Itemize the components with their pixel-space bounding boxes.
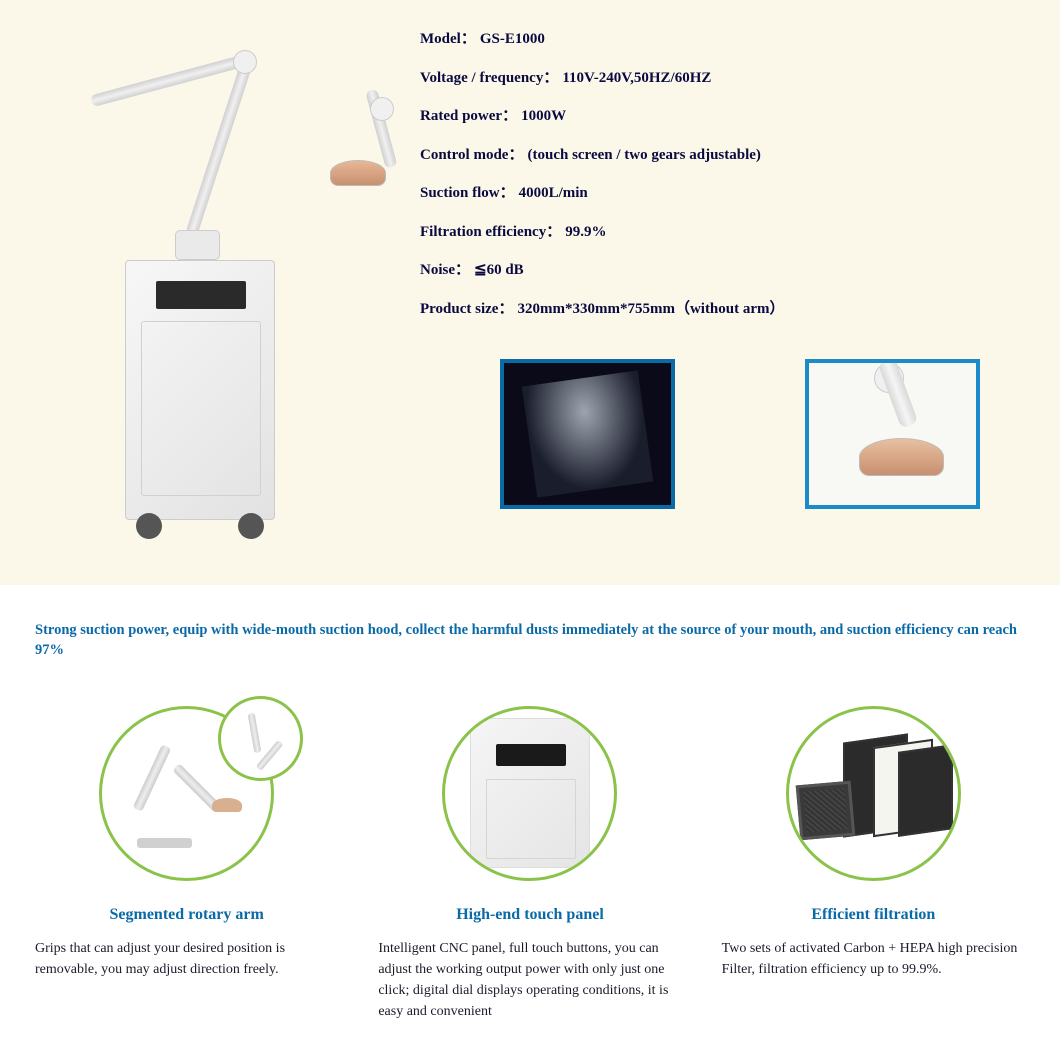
feature-touch-panel: High-end touch panel Intelligent CNC pan… xyxy=(373,706,686,1022)
feature-image xyxy=(442,706,617,881)
headline-text: Strong suction power, equip with wide-mo… xyxy=(30,620,1030,661)
spec-value: 110V-240V,50HZ/60HZ xyxy=(562,70,711,86)
detail-image-hood-closeup xyxy=(805,359,980,509)
spec-value: (touch screen / two gears adjustable) xyxy=(527,147,760,163)
feature-desc: Two sets of activated Carbon + HEPA high… xyxy=(717,938,1030,980)
detail-image-suction-demo xyxy=(500,359,675,509)
spec-label: Product size： xyxy=(420,301,513,317)
top-section: Model：GS-E1000 Voltage / frequency：110V-… xyxy=(0,0,1060,585)
spec-value: 4000L/min xyxy=(519,185,588,201)
feature-rotary-arm: Segmented rotary arm Grips that can adju… xyxy=(30,706,343,1022)
spec-label: Model： xyxy=(420,31,476,47)
features-row: Segmented rotary arm Grips that can adju… xyxy=(30,706,1030,1022)
spec-label: Filtration efficiency： xyxy=(420,224,561,240)
feature-desc: Intelligent CNC panel, full touch button… xyxy=(373,938,686,1022)
spec-row: Suction flow：4000L/min xyxy=(420,184,1030,204)
feature-filtration: Efficient filtration Two sets of activat… xyxy=(717,706,1030,1022)
spec-row: Voltage / frequency：110V-240V,50HZ/60HZ xyxy=(420,69,1030,89)
feature-title: High-end touch panel xyxy=(373,906,686,924)
product-main-image xyxy=(30,25,380,545)
spec-row: Filtration efficiency：99.9% xyxy=(420,223,1030,243)
spec-value: 99.9% xyxy=(565,224,606,240)
spec-label: Rated power： xyxy=(420,108,517,124)
spec-row: Control mode：(touch screen / two gears a… xyxy=(420,146,1030,166)
spec-value: ≦60 dB xyxy=(474,262,524,278)
spec-row: Rated power：1000W xyxy=(420,107,1030,127)
feature-sub-image xyxy=(218,696,303,781)
feature-title: Segmented rotary arm xyxy=(30,906,343,924)
spec-label: Noise： xyxy=(420,262,470,278)
spec-label: Control mode： xyxy=(420,147,523,163)
spec-value: 1000W xyxy=(521,108,566,124)
spec-value: GS-E1000 xyxy=(480,31,545,47)
spec-value: 320mm*330mm*755mm（without arm） xyxy=(517,301,784,317)
spec-label: Suction flow： xyxy=(420,185,515,201)
spec-row: Product size：320mm*330mm*755mm（without a… xyxy=(420,300,1030,320)
spec-row: Noise：≦60 dB xyxy=(420,261,1030,281)
feature-desc: Grips that can adjust your desired posit… xyxy=(30,938,343,980)
spec-row: Model：GS-E1000 xyxy=(420,30,1030,50)
bottom-section: Strong suction power, equip with wide-mo… xyxy=(0,585,1060,1062)
spec-block: Model：GS-E1000 Voltage / frequency：110V-… xyxy=(420,25,1030,545)
detail-images-row xyxy=(500,359,1030,509)
feature-image xyxy=(786,706,961,881)
spec-label: Voltage / frequency： xyxy=(420,70,558,86)
feature-title: Efficient filtration xyxy=(717,906,1030,924)
